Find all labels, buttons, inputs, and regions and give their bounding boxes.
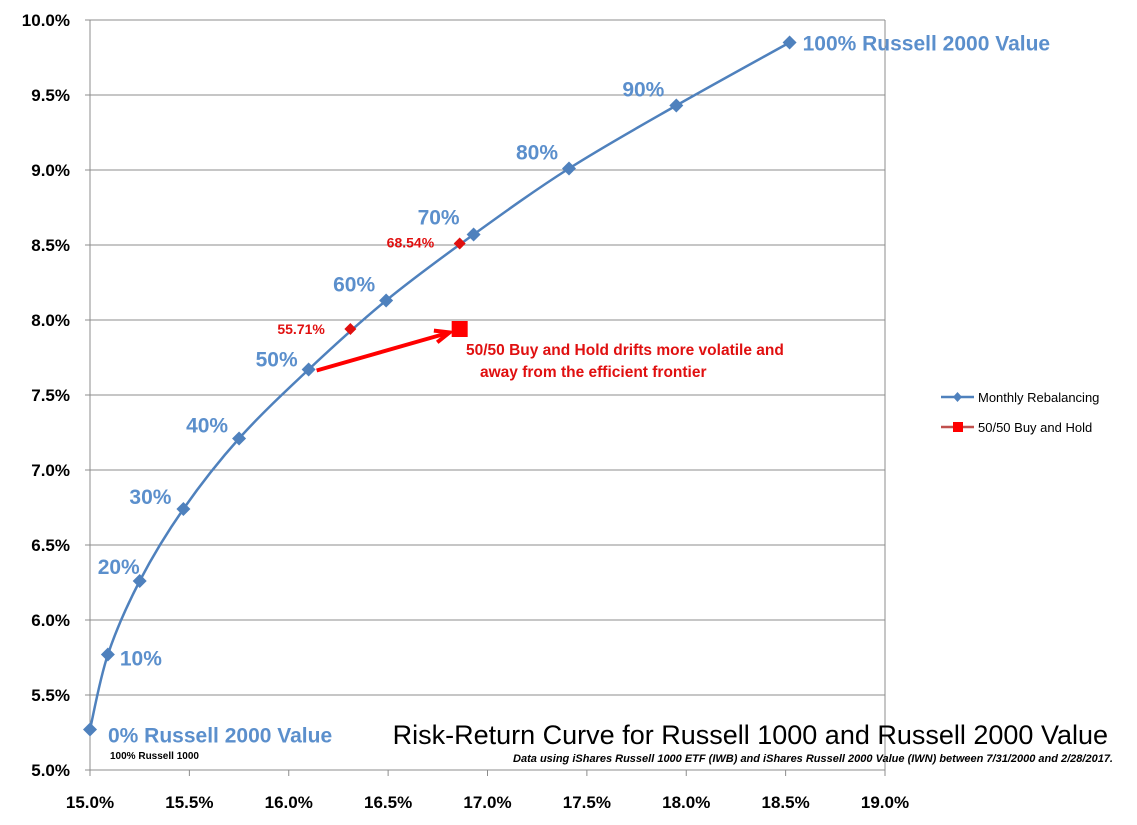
point-label: 80% bbox=[516, 142, 558, 165]
x-tick-label: 17.5% bbox=[563, 793, 611, 812]
y-tick-label: 10.0% bbox=[22, 11, 70, 30]
y-tick-label: 5.0% bbox=[31, 761, 70, 780]
y-tick-label: 8.0% bbox=[31, 311, 70, 330]
data-point-diamond bbox=[466, 227, 481, 242]
arrow-annotation-line-1: 50/50 Buy and Hold drifts more volatile … bbox=[466, 342, 784, 359]
monthly-rebalancing-line bbox=[88, 41, 791, 730]
data-point-diamond bbox=[669, 98, 684, 113]
point-label: 20% bbox=[98, 556, 140, 579]
y-tick-label: 7.0% bbox=[31, 461, 70, 480]
legend-item-monthly-rebalancing: Monthly Rebalancing bbox=[941, 390, 1099, 405]
red-diamond-point bbox=[453, 237, 466, 250]
chart-subtitle: Data using iShares Russell 1000 ETF (IWB… bbox=[513, 753, 1113, 765]
y-tick-label: 8.5% bbox=[31, 236, 70, 255]
data-point-diamond bbox=[232, 431, 247, 446]
x-tick-label: 19.0% bbox=[861, 793, 909, 812]
buy-and-hold-square bbox=[451, 321, 468, 337]
point-label: 60% bbox=[333, 274, 375, 297]
legend-label: Monthly Rebalancing bbox=[978, 390, 1099, 405]
point-label: 50% bbox=[256, 349, 298, 372]
data-point-diamond bbox=[379, 293, 394, 308]
arrow-head-icon bbox=[433, 328, 455, 344]
data-point-diamond bbox=[561, 161, 576, 176]
red-diamond-point bbox=[344, 323, 357, 335]
point-label: 0% Russell 2000 Value bbox=[108, 725, 332, 748]
y-tick-label: 7.5% bbox=[31, 386, 70, 405]
point-label: 40% bbox=[186, 415, 228, 438]
y-tick-label: 6.0% bbox=[31, 611, 70, 630]
red-point-label: 68.54% bbox=[387, 235, 435, 251]
data-point-diamond bbox=[782, 35, 797, 50]
point-label: 70% bbox=[418, 207, 460, 230]
legend-label: 50/50 Buy and Hold bbox=[978, 420, 1092, 435]
red-point-label: 55.71% bbox=[277, 321, 325, 337]
x-tick-label: 15.0% bbox=[66, 793, 114, 812]
x-tick-label: 16.0% bbox=[265, 793, 313, 812]
x-tick-label: 15.5% bbox=[165, 793, 213, 812]
y-tick-label: 6.5% bbox=[31, 536, 70, 555]
y-tick-label: 9.5% bbox=[31, 86, 70, 105]
bottom-note: 100% Russell 1000 bbox=[110, 751, 199, 762]
y-tick-label: 9.0% bbox=[31, 161, 70, 180]
data-point-diamond bbox=[176, 502, 191, 516]
legend-item-buy-and-hold: 50/50 Buy and Hold bbox=[941, 420, 1092, 435]
y-tick-label: 5.5% bbox=[31, 686, 70, 705]
data-point-diamond bbox=[83, 722, 97, 737]
point-label: 100% Russell 2000 Value bbox=[803, 33, 1051, 56]
arrow-annotation-line-2: away from the efficient frontier bbox=[480, 364, 707, 381]
legend-diamond-icon bbox=[953, 392, 962, 402]
x-tick-label: 18.5% bbox=[762, 793, 810, 812]
legend: Monthly Rebalancing 50/50 Buy and Hold bbox=[941, 390, 1099, 435]
point-label: 90% bbox=[622, 79, 664, 102]
point-label: 30% bbox=[129, 486, 171, 509]
data-point-diamond bbox=[132, 574, 147, 588]
x-tick-label: 18.0% bbox=[662, 793, 710, 812]
arrow-shaft bbox=[316, 331, 449, 373]
point-label: 10% bbox=[120, 648, 162, 671]
data-point-diamond bbox=[301, 362, 316, 377]
data-point-diamond bbox=[100, 647, 115, 662]
chart-title: Risk-Return Curve for Russell 1000 and R… bbox=[393, 720, 1108, 750]
x-tick-label: 16.5% bbox=[364, 793, 412, 812]
legend-square-icon bbox=[953, 422, 963, 432]
x-tick-label: 17.0% bbox=[463, 793, 511, 812]
